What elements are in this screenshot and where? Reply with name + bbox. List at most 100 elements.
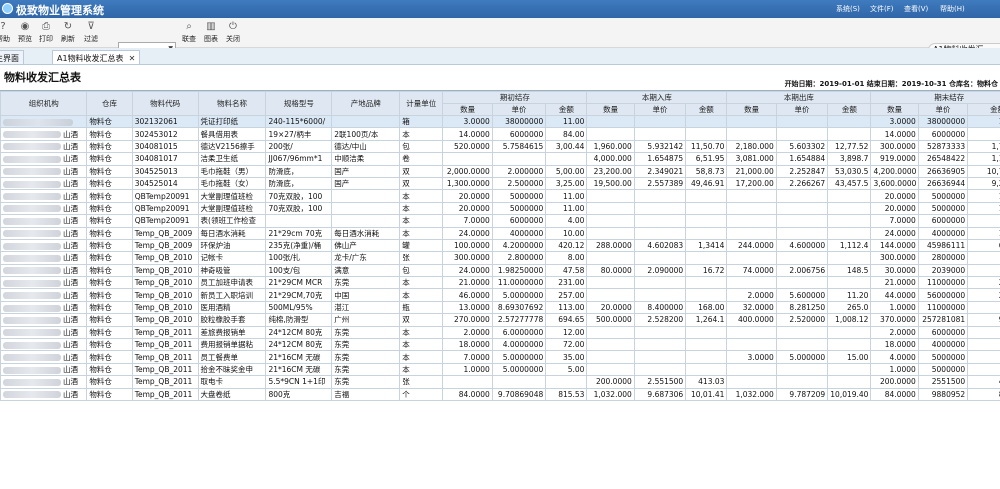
table-row[interactable]: 山酒 物料仓 304525014 毛巾拖鞋（女） 防滑底， 国产双 1,300.0000 2.… (0, 176, 1000, 191)
table-row[interactable]: 山酒 物料仓 QBTemp20091 大堂副理值班检 70克双胶，100 本 20.0000… (0, 201, 1000, 216)
table-cell: 环保炉油 (197, 238, 267, 253)
column-subheader[interactable]: 金额 (685, 103, 728, 116)
table-cell: 38000000 (917, 114, 969, 129)
column-subheader[interactable]: 数量 (870, 103, 919, 116)
column-subheader[interactable]: 数量 (586, 103, 635, 116)
column-header[interactable]: 计量单位 (399, 91, 444, 116)
table-cell: 物料仓 (86, 338, 133, 352)
table-row[interactable]: 山酒 物料仓 Temp_QB_2010 记帐卡 100张/扎 龙卡/广东张 300.0000… (0, 251, 1000, 265)
table-cell: 21*16CM 无碳 (265, 350, 333, 364)
table-cell: 951.94 (967, 313, 1000, 327)
table-cell: 山酒 (0, 300, 88, 315)
table-row[interactable]: 山酒 物料仓 Temp_QB_2010 员工加班申请表 21*29CM MCR 东莞本 21… (0, 276, 1000, 290)
menu-view[interactable]: 查看(V) (904, 5, 929, 13)
table-cell: 毛巾拖鞋（女） (197, 176, 267, 191)
toolbar-help-button[interactable]: ? 帮助 (0, 21, 14, 46)
table-row[interactable]: 山酒 物料仓 304525013 毛巾拖鞋（男） 防滑底， 国产双 2,000.0000 2.… (0, 164, 1000, 178)
tab-material-summary[interactable]: A1物料收发汇总表 ✕ (52, 50, 141, 64)
toolbar-print-button[interactable]: ⎙ 打印 (35, 21, 57, 46)
table-cell: 取电卡 (197, 375, 267, 389)
table-cell: 5000000 (917, 201, 969, 216)
table-row[interactable]: 山酒 物料仓 304081015 德达V2156擦手 200张/德达/中山包 520.00… (0, 139, 1000, 154)
column-subheader[interactable]: 单价 (491, 103, 547, 116)
table-row[interactable]: 山酒 物料仓 Temp_QB_2011 差旅费报销单 24*12CM 80克 东莞本 2.0… (0, 325, 1000, 340)
column-header[interactable]: 产地品牌 (331, 91, 401, 116)
column-subheader[interactable]: 金额 (827, 103, 872, 116)
table-cell: 24*12CM 80克 (265, 325, 333, 340)
table-cell: 个 (399, 387, 444, 402)
table-cell: 231.00 (967, 276, 1000, 290)
column-subheader[interactable]: 单价 (775, 103, 829, 116)
table-row[interactable]: 山酒 物料仓 Temp_QB_2010 医用酒精 500ML/95% 湛江瓶 13.0000… (0, 300, 1000, 315)
table-row[interactable]: 山酒 物料仓 Temp_QB_2009 环保炉油 235克(净重)/桶 佛山产罐 100.0… (0, 238, 1000, 253)
table-cell: 龙卡/广东 (331, 251, 401, 265)
close-icon[interactable]: ✕ (128, 54, 136, 63)
table-cell: 5000000 (917, 189, 969, 203)
column-subheader[interactable]: 单价 (633, 103, 687, 116)
report-title: 物料收发汇总表 (4, 71, 81, 84)
column-header[interactable]: 物料代码 (131, 91, 199, 116)
table-cell: 本 (399, 226, 444, 240)
toolbar-filter-button[interactable]: ⊽ 过滤 (80, 21, 102, 46)
column-header[interactable]: 物料名称 (197, 91, 267, 116)
column-subheader[interactable]: 金额 (545, 103, 588, 116)
menu-file[interactable]: 文件(F) (870, 5, 894, 13)
table-cell: 5.932142 (633, 139, 687, 154)
toolbar-refresh-button[interactable]: ↻ 刷新 (57, 21, 79, 46)
table-cell: 7.0000 (870, 214, 919, 228)
table-cell: 11.00 (545, 189, 588, 203)
table-row[interactable]: 山酒 物料仓 Temp_QB_2010 胶粒橡胶手套 纯棉,防滑型 广州双 270.0000… (0, 313, 1000, 327)
table-cell (586, 338, 635, 352)
table-cell: 257.00 (545, 288, 588, 302)
table-cell: 凭证打印纸 (197, 114, 267, 129)
toolbar-preview-button[interactable]: ◉ 预览 (14, 21, 36, 46)
toolbar-chart-button[interactable]: ▥ 图表 (200, 21, 222, 46)
table-row[interactable]: 山酒 物料仓 QBTemp20091 大堂副理值班检 70克双胶，100 本 20.0000… (0, 189, 1000, 203)
column-header[interactable]: 规格型号 (265, 91, 333, 116)
menu-system[interactable]: 系统(S) (836, 5, 860, 13)
table-row[interactable]: 山酒 物料仓 Temp_QB_2010 新员工入职培训 21*29CM,70克 中国本 46… (0, 288, 1000, 302)
column-header[interactable]: 组织机构 (0, 91, 88, 116)
table-cell (586, 226, 635, 240)
table-row[interactable]: 山酒 物料仓 Temp_QB_2010 神奇吸管 100支/包 满意包 24.0000 1.9… (0, 263, 1000, 278)
table-row[interactable]: 山酒 物料仓 Temp_QB_2011 费用报销单据粘 24*12CM 80克 东莞本 18… (0, 338, 1000, 352)
menu-help[interactable]: 帮助(H) (940, 5, 965, 13)
table-cell: 100.0000 (442, 238, 493, 253)
column-subheader[interactable]: 数量 (442, 103, 493, 116)
table-cell: 9880952 (917, 387, 969, 402)
data-grid[interactable]: 组织机构 仓库 物料代码 物料名称 规格型号 产地品牌 计量单位 期初结存 本期入库 本期出库 期末… (0, 90, 1000, 489)
table-row[interactable]: 物料仓 302132061 凭证打印纸 240-115*6000/箱 3.0000 380… (0, 114, 1000, 129)
table-cell: 2,000.0000 (442, 164, 493, 178)
table-row[interactable]: 山酒 物料仓 Temp_QB_2011 大盘卷纸 800克 吉福个 84.0000 9.708… (0, 387, 1000, 402)
table-row[interactable]: 山酒 物料仓 302453012 餐具借用表 19×27/柄丰 2联100页/本本 14.0… (0, 127, 1000, 141)
table-cell: 11000000 (917, 300, 969, 315)
table-row[interactable]: 山酒 物料仓 Temp_QB_2009 每日酒水消耗 21*29cm 70克 每日酒水消耗… (0, 226, 1000, 240)
table-cell: 5000000 (491, 201, 547, 216)
table-row[interactable]: 山酒 物料仓 304081017 洁柔卫生纸 JJ067/96mm*1 中顺洁柔卷 4,00… (0, 152, 1000, 166)
tab-main[interactable]: 主界面 (0, 50, 24, 64)
table-cell (726, 226, 777, 240)
table-cell: 5.00 (545, 362, 588, 377)
table-cell: 湛江 (331, 300, 401, 315)
table-row[interactable]: 山酒 物料仓 Temp_QB_2011 取电卡 5.5*9CN 1+1印 东莞张 200.0… (0, 375, 1000, 389)
column-subheader[interactable]: 单价 (917, 103, 969, 116)
toolbar-power-button[interactable]: ⏻ 关闭 (222, 21, 244, 46)
table-cell: 19,500.00 (586, 176, 635, 191)
column-subheader[interactable]: 数量 (726, 103, 777, 116)
table-cell: 84.00 (967, 127, 1000, 141)
table-row[interactable]: 山酒 物料仓 QBTemp20091 表(领班工作检查本 7.0000 6000000 4.… (0, 214, 1000, 228)
table-cell: 11.20 (827, 288, 872, 302)
table-cell: 413.03 (967, 375, 1000, 389)
table-cell (726, 114, 777, 129)
toolbar-query-button[interactable]: ⌕ 联查 (178, 21, 200, 46)
table-cell: 1,162.65 (967, 152, 1000, 166)
column-subheader[interactable]: 金额 (967, 103, 1000, 116)
table-cell: 山酒 (0, 164, 88, 178)
column-group-header: 期初结存 (442, 91, 588, 104)
table-cell: Temp_QB_2010 (131, 300, 199, 315)
table-row[interactable]: 山酒 物料仓 Temp_QB_2011 员工餐费单 21*16CM 无碳 东莞本 7.000… (0, 350, 1000, 364)
column-header[interactable]: 仓库 (86, 91, 133, 116)
table-row[interactable]: 山酒 物料仓 Temp_QB_2011 拾金不昧奖金申 21*16CM 无碳 东莞本 1.0… (0, 362, 1000, 377)
table-cell: 本 (399, 189, 444, 203)
table-cell: 16.72 (685, 263, 728, 278)
